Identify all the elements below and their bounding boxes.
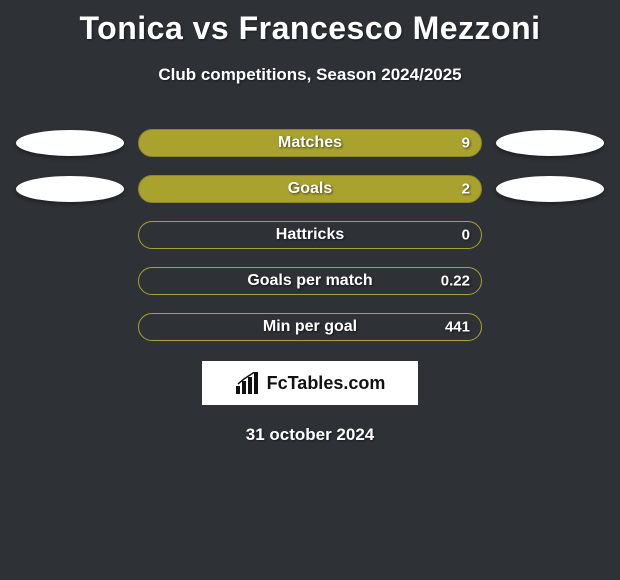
stat-row: Min per goal 441: [0, 313, 620, 341]
stat-label: Goals per match: [247, 272, 372, 290]
subtitle: Club competitions, Season 2024/2025: [0, 65, 620, 85]
player-right-ellipse: [496, 130, 604, 156]
ellipse-spacer: [16, 268, 124, 294]
stat-label: Matches: [278, 134, 342, 152]
ellipse-spacer: [496, 222, 604, 248]
brand-text: FcTables.com: [267, 373, 386, 394]
barchart-icon: [235, 372, 263, 394]
player-left-ellipse: [16, 130, 124, 156]
stat-row: Hattricks 0: [0, 221, 620, 249]
stat-bar: Matches 9: [138, 129, 482, 157]
ellipse-spacer: [496, 314, 604, 340]
stat-bar: Hattricks 0: [138, 221, 482, 249]
ellipse-spacer: [496, 268, 604, 294]
player-left-ellipse: [16, 176, 124, 202]
stat-row: Goals per match 0.22: [0, 267, 620, 295]
date-text: 31 october 2024: [0, 425, 620, 445]
stat-bar: Goals 2: [138, 175, 482, 203]
stat-value: 0.22: [441, 273, 470, 290]
stat-value: 2: [462, 181, 470, 198]
stat-label: Min per goal: [263, 318, 357, 336]
stat-value: 0: [462, 227, 470, 244]
player-right-ellipse: [496, 176, 604, 202]
brand-box: FcTables.com: [202, 361, 418, 405]
stat-row: Matches 9: [0, 129, 620, 157]
stat-label: Hattricks: [276, 226, 344, 244]
stat-label: Goals: [288, 180, 332, 198]
stat-bar: Min per goal 441: [138, 313, 482, 341]
stat-value: 9: [462, 135, 470, 152]
stat-row: Goals 2: [0, 175, 620, 203]
page-title: Tonica vs Francesco Mezzoni: [0, 0, 620, 47]
stat-bar: Goals per match 0.22: [138, 267, 482, 295]
ellipse-spacer: [16, 314, 124, 340]
stat-value: 441: [445, 319, 470, 336]
ellipse-spacer: [16, 222, 124, 248]
stat-rows: Matches 9 Goals 2 Hattricks 0 Goals per match 0…: [0, 129, 620, 341]
